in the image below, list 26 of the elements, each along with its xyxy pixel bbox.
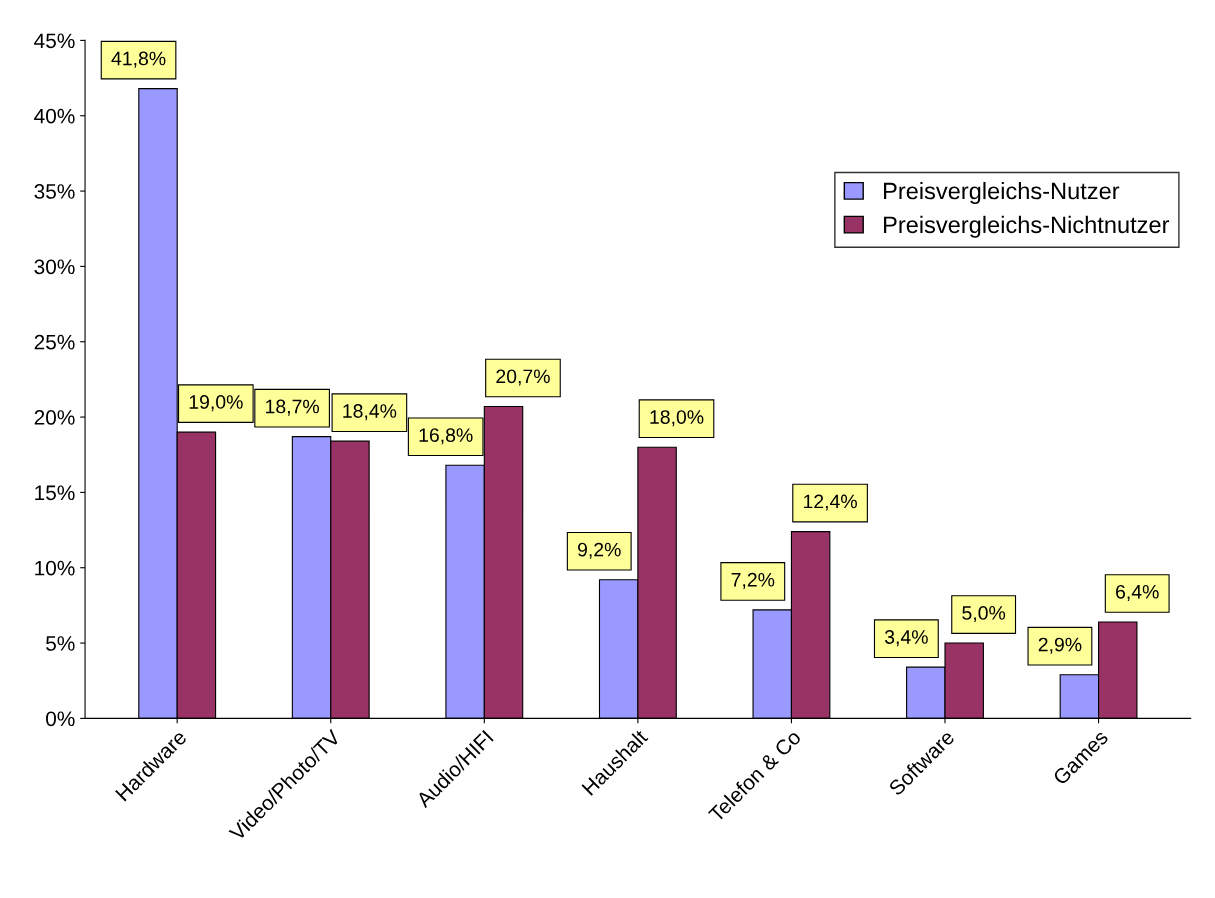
data-label: 7,2% [731, 572, 775, 589]
data-label: 18,7% [266, 399, 319, 416]
data-label: 16,8% [419, 428, 473, 445]
y-tick-label: 25% [34, 334, 75, 350]
data-label: 19,0% [189, 395, 243, 412]
data-label: 18,0% [650, 410, 704, 427]
data-label: 3,4% [884, 630, 928, 647]
y-tick-label: 40% [34, 108, 75, 124]
data-label: 41,8% [111, 51, 166, 68]
data-label: 20,7% [496, 369, 550, 386]
data-label: 2,9% [1038, 637, 1082, 654]
y-tick-label: 20% [34, 410, 75, 425]
data-label: 12,4% [803, 494, 857, 511]
y-tick-label: 5% [46, 636, 75, 651]
legend-label: Preisvergleichs-Nutzer [884, 181, 1120, 204]
data-label: 6,4% [1116, 584, 1159, 601]
data-label: 18,4% [343, 404, 397, 421]
y-tick-label: 0% [46, 711, 75, 727]
legend-label: Preisvergleichs-Nichtnutzer [884, 215, 1170, 238]
y-tick-label: 10% [35, 560, 75, 576]
y-tick-label: 35% [34, 184, 75, 199]
y-tick-label: 30% [34, 259, 75, 275]
data-label: 5,0% [962, 606, 1006, 623]
y-tick-label: 15% [35, 485, 75, 501]
data-label: 9,2% [577, 542, 621, 559]
y-tick-label: 45% [34, 33, 75, 49]
